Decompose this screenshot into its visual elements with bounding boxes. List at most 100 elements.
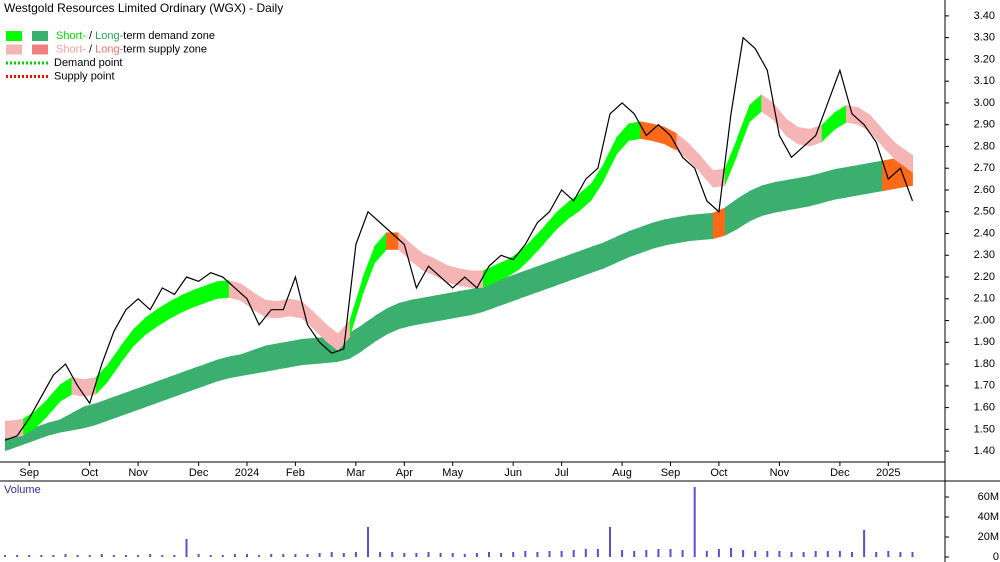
zone-segment [603, 137, 617, 181]
zone-segment [507, 272, 520, 304]
zone-segment [301, 300, 314, 330]
volume-bar [125, 555, 127, 557]
volume-bar [391, 552, 394, 557]
zone-segment [640, 222, 653, 254]
volume-bar [621, 550, 624, 557]
x-tick-label: Oct [81, 467, 98, 479]
zone-segment [495, 259, 508, 283]
price-line [4, 36, 914, 441]
volume-bar [52, 555, 55, 557]
volume-bar [633, 551, 636, 557]
y-tick-label: 60M [978, 491, 999, 503]
x-tick-label: 2025 [876, 467, 900, 479]
y-tick-label: 2.00 [974, 314, 995, 326]
volume-bar [367, 527, 369, 557]
volume-bar [379, 552, 382, 557]
zone-segment [628, 226, 641, 258]
volume-bar [28, 555, 31, 557]
volume-bar [4, 555, 6, 557]
zone-segment [59, 413, 72, 433]
volume-bar [596, 549, 599, 557]
zone-segment [192, 364, 206, 391]
y-tick-label: 3.00 [974, 97, 995, 109]
zone-segment [688, 213, 702, 242]
legend-text: / [86, 43, 95, 55]
legend-text: Short- [56, 30, 86, 42]
volume-bar [512, 552, 515, 557]
volume-bar [488, 552, 490, 557]
volume-bar [149, 554, 152, 557]
volume-bar [173, 555, 176, 557]
zone-segment [95, 364, 109, 395]
volume-bar [826, 551, 829, 557]
zone-segment [168, 372, 181, 399]
x-tick-label: 2024 [235, 467, 259, 479]
volume-bar [693, 487, 696, 557]
zone-segment [724, 198, 738, 236]
zone-segment [664, 217, 677, 246]
volume-bar [609, 527, 611, 557]
zone-segment [737, 105, 750, 156]
volume-bar [911, 552, 914, 557]
zone-segment [482, 281, 496, 312]
zone-segment [434, 258, 448, 283]
volume-bar [778, 551, 781, 557]
zone-segment [180, 368, 193, 395]
zone-segment [83, 403, 97, 429]
volume-bar [875, 552, 878, 557]
zone-segment [470, 285, 484, 316]
x-tick-label: Jun [504, 467, 522, 479]
volume-bar [899, 552, 902, 557]
zone-segment [71, 406, 85, 431]
zone-segment [470, 270, 484, 288]
zone-segment [168, 295, 181, 320]
y-tick-label: 1.70 [974, 380, 995, 392]
volume-bar [730, 548, 732, 557]
zone-segment [894, 142, 907, 169]
zone-segment [204, 281, 218, 304]
volume-bar [318, 553, 321, 557]
x-tick-label: Mar [346, 467, 365, 479]
zone-segment [119, 330, 133, 365]
zone-segment [591, 242, 605, 273]
zone-segment [204, 359, 218, 386]
zone-segment [906, 150, 913, 173]
y-tick-label: 0 [993, 551, 999, 562]
zone-segment [579, 246, 593, 278]
volume-bar [112, 555, 115, 557]
zone-segment [833, 105, 847, 131]
zone-segment [845, 105, 859, 125]
zone-segment [228, 354, 242, 379]
zone-segment [652, 123, 665, 145]
zone-segment [313, 311, 327, 342]
volume-bar [221, 555, 224, 557]
x-tick-label: May [442, 467, 463, 479]
volume-bar [451, 553, 454, 557]
x-tick-label: Nov [770, 467, 790, 479]
zone-segment [797, 126, 811, 147]
volume-bar [306, 554, 309, 557]
zone-segment [616, 231, 629, 263]
zone-segment [761, 94, 774, 121]
volume-bar [851, 552, 853, 557]
y-tick-label: 2.10 [974, 293, 995, 305]
y-tick-label: 1.40 [974, 445, 995, 457]
zone-segment [386, 232, 399, 250]
volume-bar [282, 554, 285, 557]
zone-segment [156, 377, 169, 404]
y-tick-label: 1.90 [974, 336, 995, 348]
volume-bar [439, 553, 442, 557]
x-tick-label: Apr [396, 467, 413, 479]
zone-segment [107, 346, 121, 382]
zone-segment [773, 180, 786, 213]
zone-segment [628, 121, 641, 142]
volume-bar [330, 552, 333, 557]
volume-bar [270, 554, 273, 557]
zone-segment [821, 112, 835, 143]
zone-segment [398, 299, 411, 330]
volume-bar [657, 549, 660, 557]
volume-bar [100, 554, 103, 557]
zone-segment [567, 250, 581, 282]
volume-bar [548, 551, 551, 557]
